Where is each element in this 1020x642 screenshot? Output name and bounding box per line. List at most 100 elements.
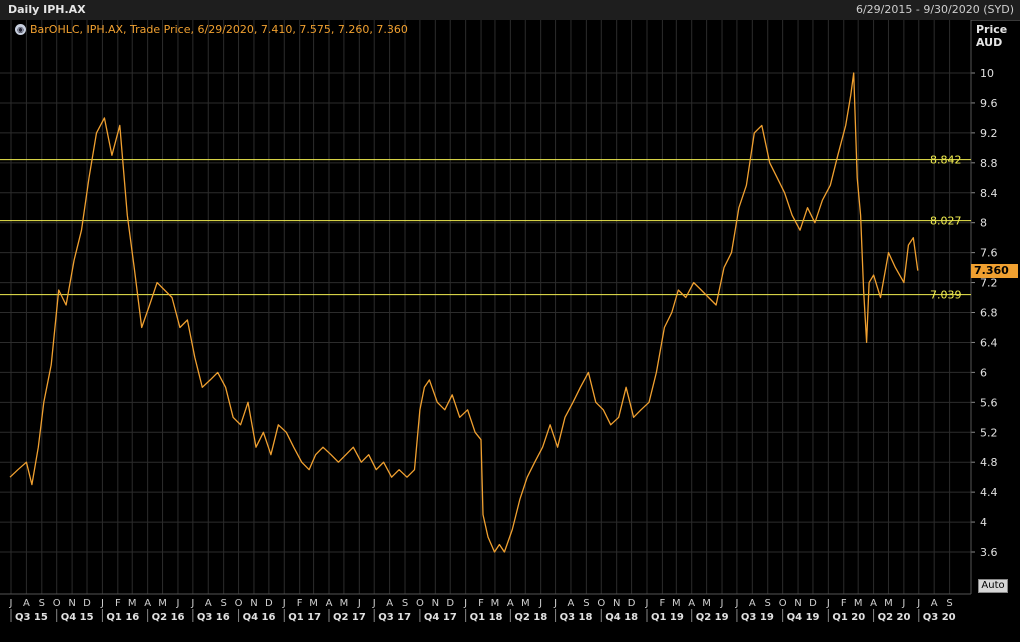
price-chart[interactable]: 8.842 8.027 7.039 3.6 4 4.4 4.8 5.2 5.6 6 6.4 6.8 7… (0, 20, 1020, 642)
month-tick-label: J (916, 598, 920, 609)
quarter-tick-label: Q2 18 (514, 612, 547, 623)
y-tick-label: 4.8 (980, 456, 998, 469)
quarter-tick-label: Q3 17 (378, 612, 411, 623)
quarter-tick-label: Q2 16 (152, 612, 185, 623)
month-tick-label: M (158, 598, 167, 609)
month-tick-label: S (220, 598, 226, 609)
month-tick-label: A (144, 598, 151, 609)
y-axis-title-line2: AUD (976, 36, 1003, 49)
month-tick-label: O (53, 598, 61, 609)
price-series-line (9, 72, 919, 553)
month-tick-label: J (463, 598, 467, 609)
y-tick-label: 5.6 (980, 396, 998, 409)
month-tick-label: J (357, 598, 361, 609)
month-tick-label: J (100, 598, 104, 609)
month-tick-label: A (205, 598, 212, 609)
month-tick-label: A (386, 598, 393, 609)
month-tick-label: M (340, 598, 349, 609)
month-tick-label: J (538, 598, 542, 609)
month-tick-label: J (826, 598, 830, 609)
month-tick-label: J (372, 598, 376, 609)
month-tick-label: J (190, 598, 194, 609)
y-tick-label: 6.8 (980, 307, 998, 320)
month-tick-label: A (23, 598, 30, 609)
month-tick-label: A (507, 598, 514, 609)
month-tick-label: N (432, 598, 439, 609)
globe-icon[interactable]: ◉ (15, 24, 26, 35)
month-tick-label: O (416, 598, 424, 609)
month-tick-label: J (720, 598, 724, 609)
quarter-tick-label: Q4 17 (424, 612, 457, 623)
y-axis-title-line1: Price (976, 23, 1008, 36)
quarter-tick-label: Q2 17 (333, 612, 366, 623)
month-tick-label: N (794, 598, 801, 609)
month-tick-label: D (265, 598, 273, 609)
plot-area (0, 20, 971, 594)
month-tick-label: A (568, 598, 575, 609)
month-tick-label: A (688, 598, 695, 609)
quarter-tick-label: Q2 20 (878, 612, 911, 623)
month-tick-label: N (613, 598, 620, 609)
month-tick-label: N (68, 598, 75, 609)
legend: ◉ BarOHLC, IPH.AX, Trade Price, 6/29/202… (15, 23, 408, 36)
month-tick-label: M (128, 598, 137, 609)
auto-scale-button[interactable]: Auto (978, 579, 1008, 593)
quarter-tick-label: Q3 19 (741, 612, 774, 623)
y-tick-label: 8.8 (980, 157, 998, 170)
month-tick-label: N (250, 598, 257, 609)
title-bar: Daily IPH.AX 6/29/2015 - 9/30/2020 (SYD) (0, 0, 1020, 21)
y-tick-label: 8 (980, 217, 987, 230)
month-tick-label: F (841, 598, 847, 609)
horizontal-line-label: 8.842 (930, 154, 962, 167)
y-tick-label: 10 (980, 67, 994, 80)
month-tick-label: J (9, 598, 13, 609)
month-tick-label: J (553, 598, 557, 609)
quarter-tick-label: Q1 19 (651, 612, 684, 623)
month-tick-label: O (779, 598, 787, 609)
quarter-tick-label: Q1 18 (470, 612, 503, 623)
y-tick-label: 6 (980, 366, 987, 379)
date-range: 6/29/2015 - 9/30/2020 (SYD) (855, 3, 1014, 16)
y-tick-label: 7.6 (980, 247, 998, 260)
month-tick-label: O (597, 598, 605, 609)
y-tick-label: 9.6 (980, 97, 998, 110)
month-tick-label: F (297, 598, 303, 609)
y-tick-label: 7.2 (980, 277, 998, 290)
month-tick-label: S (39, 598, 45, 609)
month-tick-label: M (521, 598, 530, 609)
y-tick-label: 3.6 (980, 546, 998, 559)
horizontal-line-label: 8.027 (930, 215, 962, 228)
month-tick-label: A (931, 598, 938, 609)
y-axis-title: Price AUD (976, 23, 1007, 49)
quarter-tick-label: Q4 18 (605, 612, 638, 623)
month-tick-label: S (402, 598, 408, 609)
month-tick-label: M (702, 598, 711, 609)
month-tick-label: J (175, 598, 179, 609)
month-tick-label: M (309, 598, 318, 609)
month-tick-label: O (235, 598, 243, 609)
month-tick-label: A (326, 598, 333, 609)
y-tick-label: 4 (980, 516, 987, 529)
quarter-tick-label: Q2 19 (696, 612, 729, 623)
month-tick-label: D (446, 598, 454, 609)
month-tick-label: A (749, 598, 756, 609)
month-tick-label: M (491, 598, 500, 609)
month-tick-label: M (854, 598, 863, 609)
last-price-tag: 7.360 (971, 263, 1018, 278)
month-tick-label: S (583, 598, 589, 609)
quarter-tick-label: Q3 20 (923, 612, 956, 623)
month-tick-label: J (282, 598, 286, 609)
quarter-tick-label: Q1 16 (106, 612, 139, 623)
quarter-tick-label: Q1 20 (832, 612, 865, 623)
month-tick-label: M (672, 598, 681, 609)
month-tick-label: S (946, 598, 952, 609)
month-tick-label: J (734, 598, 738, 609)
month-tick-label: S (765, 598, 771, 609)
month-tick-label: A (870, 598, 877, 609)
y-tick-label: 8.4 (980, 187, 998, 200)
month-tick-label: F (115, 598, 121, 609)
month-tick-label: F (660, 598, 666, 609)
quarter-tick-label: Q1 17 (288, 612, 321, 623)
quarter-tick-label: Q3 16 (197, 612, 230, 623)
month-tick-label: D (809, 598, 817, 609)
